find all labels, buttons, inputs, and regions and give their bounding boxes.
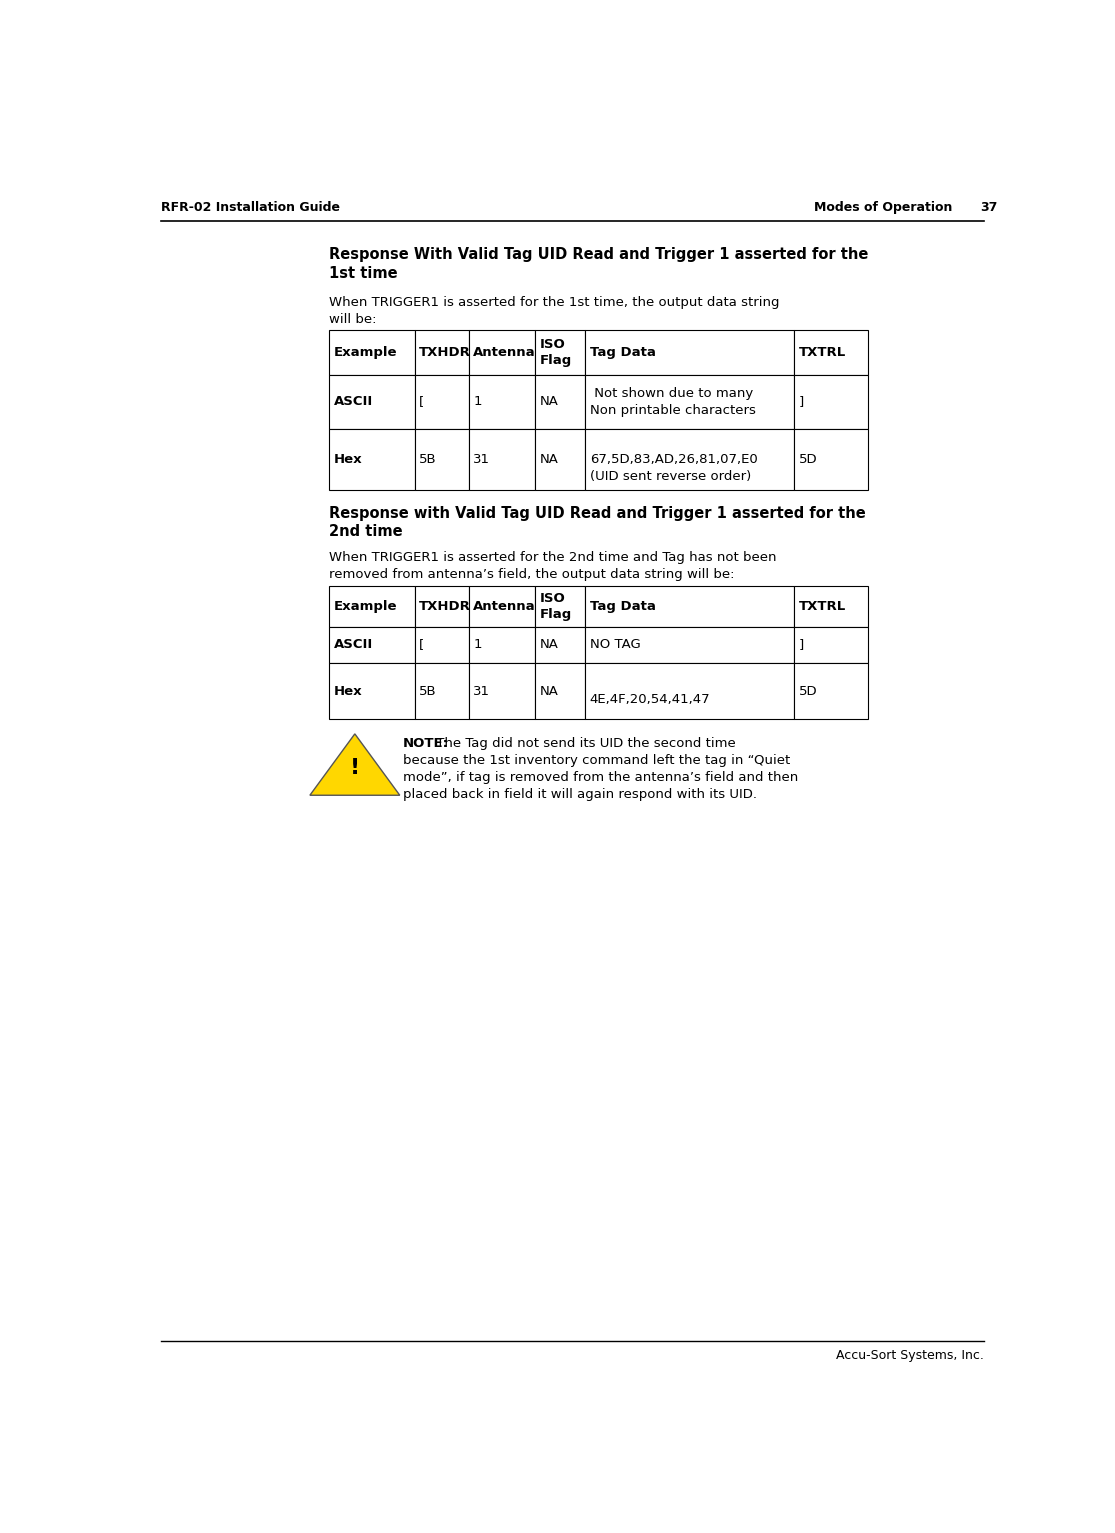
Text: Hex: Hex: [333, 685, 362, 698]
Text: TXTRL: TXTRL: [799, 346, 846, 359]
Text: When TRIGGER1 is asserted for the 2nd time and Tag has not been: When TRIGGER1 is asserted for the 2nd ti…: [329, 552, 777, 564]
Text: The Tag did not send its UID the second time: The Tag did not send its UID the second …: [433, 737, 736, 750]
Bar: [415, 627, 468, 662]
Text: Accu-Sort Systems, Inc.: Accu-Sort Systems, Inc.: [836, 1349, 985, 1361]
Text: Not shown due to many
Non printable characters: Not shown due to many Non printable char…: [590, 388, 756, 417]
Text: 67,5D,83,AD,26,81,07,E0
(UID sent reverse order): 67,5D,83,AD,26,81,07,E0 (UID sent revers…: [590, 437, 757, 483]
Text: 4E,4F,20,54,41,47: 4E,4F,20,54,41,47: [590, 676, 710, 705]
Bar: [534, 429, 585, 491]
Bar: [534, 627, 585, 662]
Text: TXHDR: TXHDR: [419, 346, 471, 359]
Bar: [534, 376, 585, 429]
Text: NA: NA: [540, 685, 559, 698]
Bar: [468, 627, 534, 662]
Text: NA: NA: [540, 454, 559, 466]
Text: 5B: 5B: [419, 685, 437, 698]
Bar: [468, 662, 534, 719]
Bar: [585, 376, 794, 429]
Text: will be:: will be:: [329, 313, 377, 325]
Text: Antenna: Antenna: [474, 346, 536, 359]
Text: removed from antenna’s field, the output data string will be:: removed from antenna’s field, the output…: [329, 569, 735, 581]
Text: 5D: 5D: [799, 685, 817, 698]
Text: mode”, if tag is removed from the antenna’s field and then: mode”, if tag is removed from the antenn…: [403, 771, 798, 783]
Bar: [329, 662, 415, 719]
Bar: [329, 627, 415, 662]
Text: Hex: Hex: [333, 454, 362, 466]
Bar: [794, 627, 867, 662]
Bar: [534, 330, 585, 376]
Bar: [585, 429, 794, 491]
Bar: [794, 429, 867, 491]
Text: ASCII: ASCII: [333, 396, 374, 408]
Bar: [794, 376, 867, 429]
Bar: [415, 429, 468, 491]
Text: NOTE:: NOTE:: [403, 737, 449, 750]
Text: ]: ]: [799, 638, 804, 652]
Text: RFR-02 Installation Guide: RFR-02 Installation Guide: [161, 201, 340, 215]
Bar: [468, 586, 534, 627]
Bar: [415, 330, 468, 376]
Bar: [468, 330, 534, 376]
Text: TXHDR: TXHDR: [419, 599, 471, 613]
Text: ASCII: ASCII: [333, 638, 374, 652]
Text: 2nd time: 2nd time: [329, 524, 403, 538]
Text: When TRIGGER1 is asserted for the 1st time, the output data string: When TRIGGER1 is asserted for the 1st ti…: [329, 296, 779, 308]
Bar: [415, 586, 468, 627]
Text: NA: NA: [540, 638, 559, 652]
Text: Tag Data: Tag Data: [590, 346, 656, 359]
Text: NO TAG: NO TAG: [590, 638, 640, 652]
Text: !: !: [350, 757, 360, 777]
Bar: [415, 376, 468, 429]
Text: 37: 37: [980, 201, 998, 215]
Bar: [329, 330, 415, 376]
Text: ]: ]: [799, 396, 804, 408]
Text: 5B: 5B: [419, 454, 437, 466]
Text: placed back in field it will again respond with its UID.: placed back in field it will again respo…: [403, 788, 757, 800]
Bar: [468, 429, 534, 491]
Text: Modes of Operation: Modes of Operation: [814, 201, 952, 215]
Bar: [794, 662, 867, 719]
Text: Response With Valid Tag UID Read and Trigger 1 asserted for the: Response With Valid Tag UID Read and Tri…: [329, 247, 869, 262]
Text: Response with Valid Tag UID Read and Trigger 1 asserted for the: Response with Valid Tag UID Read and Tri…: [329, 506, 866, 521]
Bar: [585, 662, 794, 719]
Text: 31: 31: [474, 685, 491, 698]
Polygon shape: [310, 734, 400, 796]
Text: TXTRL: TXTRL: [799, 599, 846, 613]
Text: because the 1st inventory command left the tag in “Quiet: because the 1st inventory command left t…: [403, 754, 791, 766]
Text: 1st time: 1st time: [329, 265, 398, 281]
Text: 31: 31: [474, 454, 491, 466]
Bar: [794, 330, 867, 376]
Text: Example: Example: [333, 346, 397, 359]
Text: [: [: [419, 638, 425, 652]
Text: 5D: 5D: [799, 454, 817, 466]
Bar: [329, 586, 415, 627]
Bar: [329, 429, 415, 491]
Text: ISO
Flag: ISO Flag: [540, 592, 572, 621]
Text: [: [: [419, 396, 425, 408]
Bar: [794, 586, 867, 627]
Bar: [534, 586, 585, 627]
Text: ISO
Flag: ISO Flag: [540, 337, 572, 368]
Bar: [585, 586, 794, 627]
Text: Tag Data: Tag Data: [590, 599, 656, 613]
Text: 1: 1: [474, 638, 482, 652]
Bar: [329, 376, 415, 429]
Text: Example: Example: [333, 599, 397, 613]
Text: Antenna: Antenna: [474, 599, 536, 613]
Text: 1: 1: [474, 396, 482, 408]
Bar: [534, 662, 585, 719]
Bar: [585, 330, 794, 376]
Bar: [415, 662, 468, 719]
Bar: [468, 376, 534, 429]
Text: NA: NA: [540, 396, 559, 408]
Bar: [585, 627, 794, 662]
